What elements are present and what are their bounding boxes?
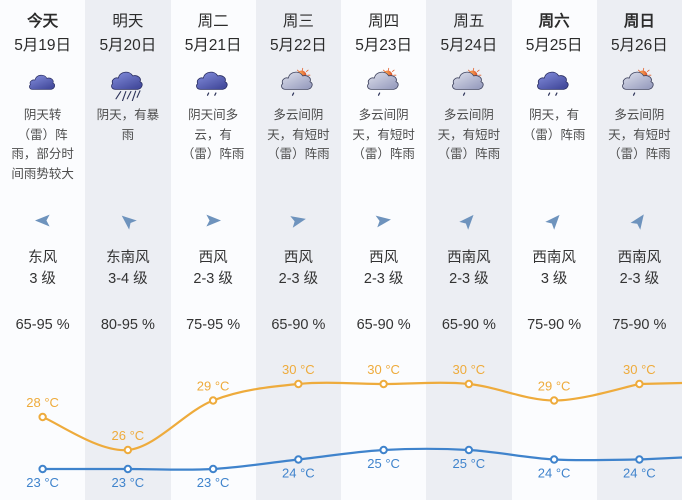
svg-text:23 °C: 23 °C: [26, 475, 59, 490]
svg-text:30 °C: 30 °C: [623, 362, 656, 377]
svg-text:30 °C: 30 °C: [282, 362, 315, 377]
svg-text:24 °C: 24 °C: [538, 466, 571, 481]
svg-text:30 °C: 30 °C: [453, 362, 486, 377]
svg-text:30 °C: 30 °C: [367, 362, 400, 377]
svg-text:26 °C: 26 °C: [112, 428, 145, 443]
svg-text:23 °C: 23 °C: [112, 475, 145, 490]
svg-text:24 °C: 24 °C: [623, 466, 656, 481]
svg-text:29 °C: 29 °C: [197, 379, 230, 394]
svg-text:24 °C: 24 °C: [282, 466, 315, 481]
svg-text:28 °C: 28 °C: [26, 395, 59, 410]
svg-text:25 °C: 25 °C: [367, 456, 400, 471]
svg-text:25 °C: 25 °C: [453, 456, 486, 471]
svg-text:23 °C: 23 °C: [197, 475, 230, 490]
svg-text:29 °C: 29 °C: [538, 379, 571, 394]
